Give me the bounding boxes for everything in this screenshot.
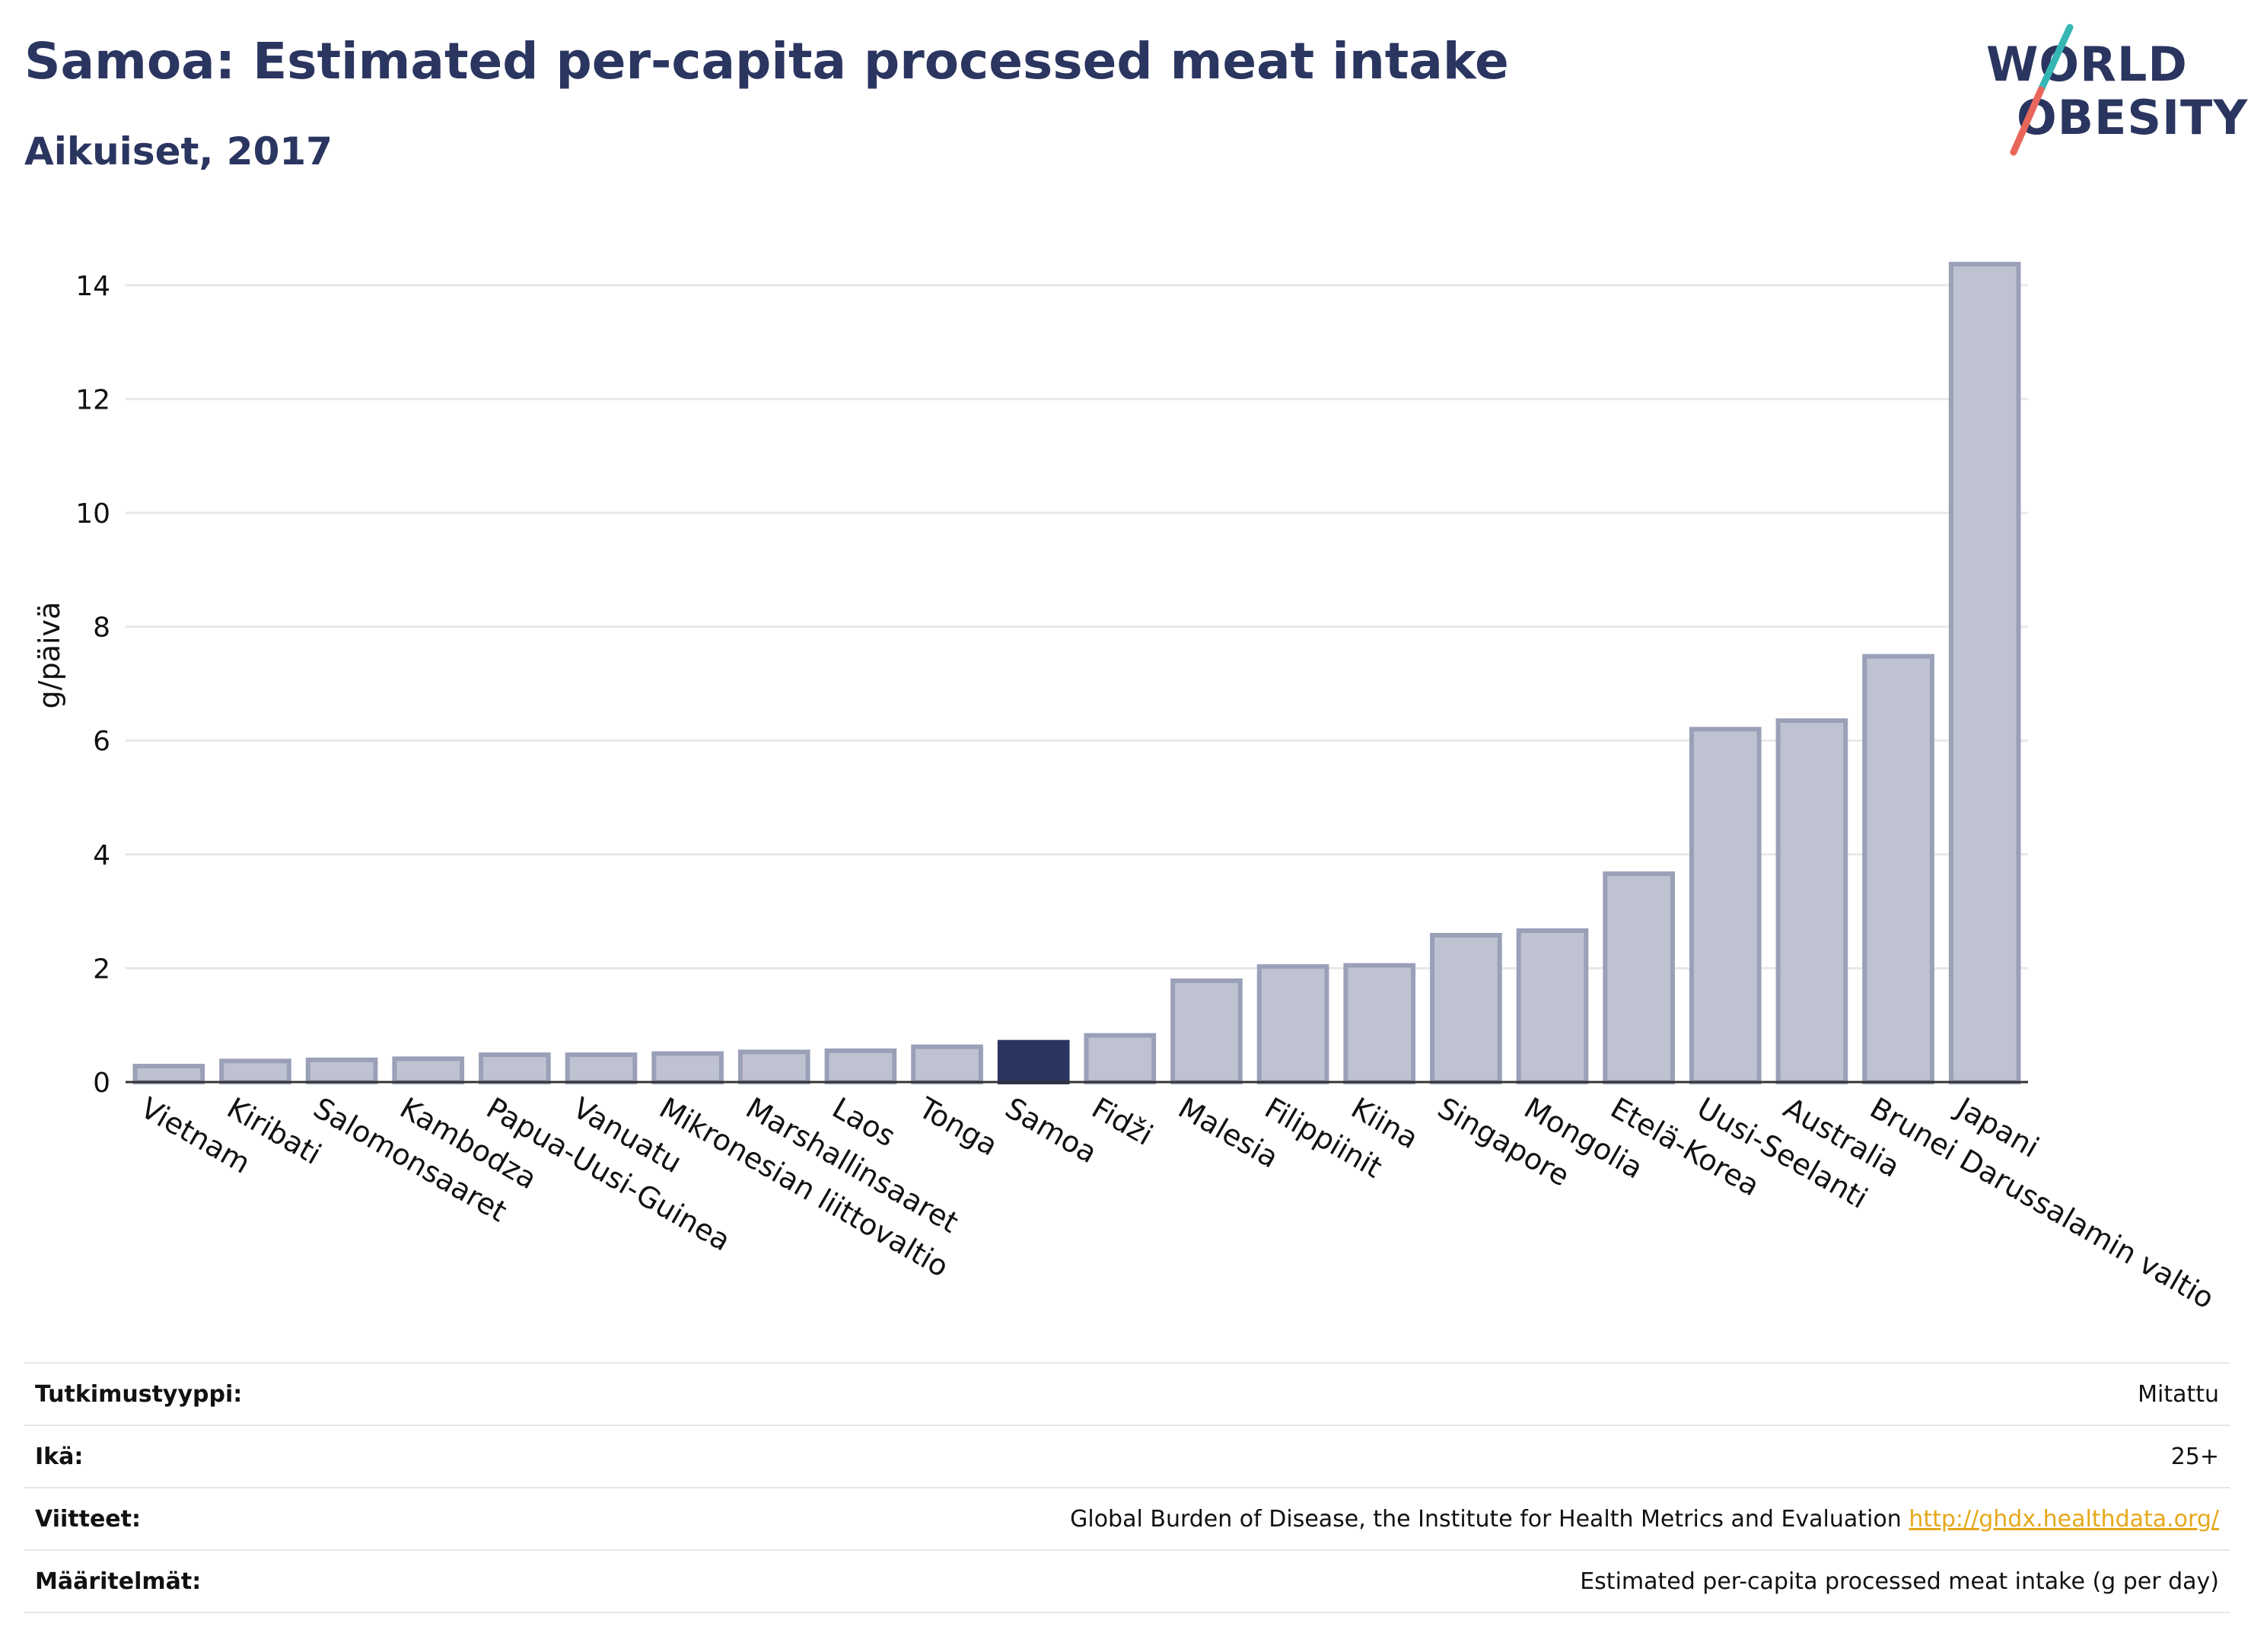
x-tick-label: Brunei Darussalamin valtio: [1864, 1091, 2220, 1316]
chart-title: Samoa: Estimated per-capita processed me…: [24, 32, 1509, 91]
references-text: Global Burden of Disease, the Institute …: [1070, 1505, 1902, 1533]
y-tick-label: 2: [93, 953, 110, 985]
bar-fid-i[interactable]: [1084, 1033, 1157, 1084]
bar-mongolia[interactable]: [1516, 928, 1589, 1084]
x-tick-label: Malesia: [1173, 1091, 1284, 1175]
bar-filippiinit[interactable]: [1256, 964, 1329, 1084]
bars: [132, 262, 2021, 1085]
bar-australia[interactable]: [1775, 718, 1848, 1085]
info-row-study-type: Tutkimustyyppi: Mitattu: [24, 1362, 2230, 1425]
bar-brunei-darussalamin-valtio[interactable]: [1862, 654, 1934, 1084]
bar-kiina[interactable]: [1343, 963, 1416, 1085]
references-label: Viitteet:: [24, 1487, 686, 1550]
info-table: Tutkimustyyppi: Mitattu Ikä: 25+ Viittee…: [24, 1362, 2230, 1613]
bar-etel-korea[interactable]: [1603, 871, 1675, 1085]
bar-kiribati[interactable]: [219, 1058, 291, 1084]
y-tick-label: 4: [93, 840, 110, 871]
info-row-references: Viitteet: Global Burden of Disease, the …: [24, 1487, 2230, 1550]
logo-slash-icon: [2010, 24, 2074, 156]
definitions-value: Estimated per-capita processed meat inta…: [686, 1549, 2230, 1613]
references-link[interactable]: http://ghdx.healthdata.org/: [1909, 1505, 2219, 1533]
bar-malesia[interactable]: [1170, 978, 1243, 1084]
age-label: Ikä:: [24, 1424, 686, 1488]
definitions-label: Määritelmät:: [24, 1549, 686, 1613]
bar-chart: 02468101214g/päiväVietnamKiribatiSalomon…: [33, 262, 2220, 1316]
y-tick-label: 12: [75, 384, 110, 415]
bar-marshallinsaaret[interactable]: [737, 1049, 810, 1084]
bar-vanuatu[interactable]: [565, 1052, 638, 1084]
logo-text-line1: WORLD: [1986, 37, 2188, 92]
y-tick-label: 6: [93, 726, 110, 757]
world-obesity-logo: WORLD OBESITY: [1986, 23, 2249, 160]
info-row-age: Ikä: 25+: [24, 1424, 2230, 1488]
bar-mikronesian-liittovaltio[interactable]: [651, 1051, 724, 1084]
y-axis-title: g/päivä: [33, 602, 66, 709]
logo-text-line2: OBESITY: [2017, 90, 2249, 145]
info-row-definitions: Määritelmät: Estimated per-capita proces…: [24, 1549, 2230, 1613]
bar-tonga[interactable]: [911, 1044, 983, 1085]
bar-japani[interactable]: [1948, 262, 2021, 1084]
study-type-value: Mitattu: [686, 1362, 2230, 1425]
study-type-label: Tutkimustyyppi:: [24, 1362, 686, 1425]
bar-salomonsaaret[interactable]: [305, 1057, 378, 1085]
x-tick-label: Samoa: [1000, 1091, 1103, 1170]
bar-vietnam[interactable]: [132, 1064, 205, 1085]
bar-papua-uusi-guinea[interactable]: [479, 1052, 551, 1084]
y-tick-label: 0: [93, 1068, 110, 1099]
bar-laos[interactable]: [824, 1048, 897, 1084]
bar-uusi-seelanti[interactable]: [1689, 727, 1762, 1084]
bar-singapore[interactable]: [1430, 933, 1502, 1084]
bar-kambodza[interactable]: [392, 1056, 465, 1085]
x-tick-label: Tonga: [912, 1090, 1003, 1162]
y-tick-label: 14: [75, 271, 110, 302]
age-value: 25+: [686, 1424, 2230, 1488]
references-value: Global Burden of Disease, the Institute …: [686, 1487, 2230, 1550]
chart-subtitle: Aikuiset, 2017: [24, 129, 333, 173]
y-tick-label: 8: [93, 613, 110, 644]
y-tick-label: 10: [75, 498, 110, 530]
bar-samoa[interactable]: [997, 1039, 1070, 1085]
